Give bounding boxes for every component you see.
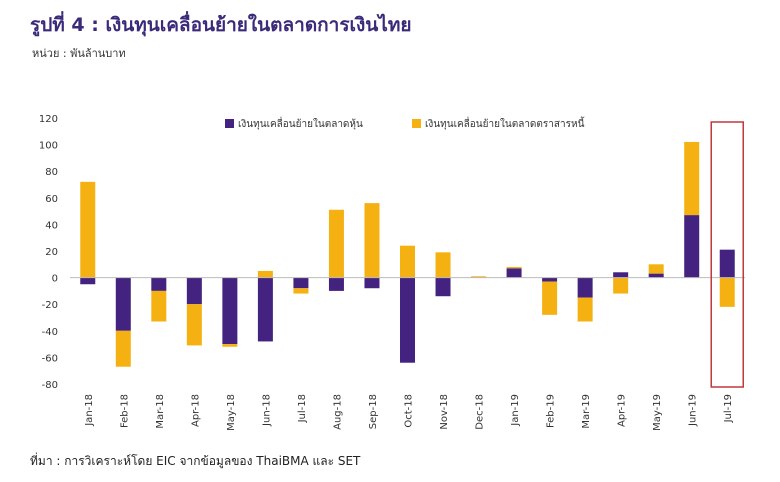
bar-equity-Jun-18 xyxy=(257,277,273,342)
y-tick-label: 80 xyxy=(45,167,58,178)
legend: เงินทุนเคลื่อนย้ายในตลาดหุ้น เงินทุนเคลื… xyxy=(225,116,585,130)
x-tick-label: Jul-18 xyxy=(297,394,308,423)
bar-bond-Sep-18 xyxy=(364,203,380,278)
bars xyxy=(80,141,735,367)
bar-bond-Apr-18 xyxy=(186,304,202,346)
bar-bond-Jun-18 xyxy=(257,270,273,278)
x-tick-label: Apr-19 xyxy=(617,394,628,427)
legend-label-equity: เงินทุนเคลื่อนย้ายในตลาดหุ้น xyxy=(238,116,363,130)
legend-swatch-bond xyxy=(412,119,421,128)
bar-equity-May-18 xyxy=(222,277,238,345)
bar-bond-Jan-19 xyxy=(506,266,522,269)
bar-bond-Jun-19 xyxy=(684,141,700,216)
y-tick-label: -60 xyxy=(42,353,58,364)
bar-bond-Nov-18 xyxy=(435,252,451,278)
source-note: ที่มา : การวิเคราะห์โดย EIC จากข้อมูลของ… xyxy=(30,454,361,468)
x-tick-label: Nov-18 xyxy=(439,394,450,430)
bar-equity-Jul-19 xyxy=(719,249,735,278)
bar-equity-May-19 xyxy=(648,273,664,278)
x-tick-label: Aug-18 xyxy=(332,394,343,430)
legend-swatch-equity xyxy=(225,119,234,128)
y-tick-label: 0 xyxy=(52,274,58,285)
bar-bond-Apr-19 xyxy=(613,277,629,294)
bar-bond-Oct-18 xyxy=(400,245,415,278)
x-tick-label: May-19 xyxy=(652,394,663,431)
bar-bond-Mar-19 xyxy=(577,297,593,322)
unit-label: หน่วย : พันล้านบาท xyxy=(32,47,126,60)
bar-equity-Feb-19 xyxy=(542,277,558,282)
x-tick-label: Jul-19 xyxy=(723,394,734,423)
bar-equity-Mar-18 xyxy=(151,277,167,291)
x-axis-labels: Jan-18 Feb-18 Mar-18 Apr-18 May-18 Jun-18 Jul-… xyxy=(84,394,734,431)
bar-equity-Nov-18 xyxy=(435,277,451,297)
y-axis-labels: 120 100 80 60 40 20 0 -20 -40 -60 -80 xyxy=(39,114,58,391)
y-tick-label: 20 xyxy=(45,247,58,258)
bar-equity-Jan-18 xyxy=(80,277,96,285)
bar-equity-Apr-18 xyxy=(186,277,202,305)
y-tick-label: -80 xyxy=(42,380,58,391)
x-tick-label: Apr-18 xyxy=(190,394,201,427)
y-tick-label: 120 xyxy=(39,114,58,125)
x-tick-label: Mar-19 xyxy=(581,394,592,429)
y-tick-label: 60 xyxy=(45,194,58,205)
legend-label-bond: เงินทุนเคลื่อนย้ายในตลาดตราสารหนี้ xyxy=(425,116,585,130)
chart-title: รูปที่ 4 : เงินทุนเคลื่อนย้ายในตลาดการเง… xyxy=(30,14,412,36)
x-tick-label: Jun-19 xyxy=(688,394,699,427)
y-tick-label: 100 xyxy=(39,141,58,152)
bar-equity-Mar-19 xyxy=(577,277,593,298)
bar-bond-Jan-18 xyxy=(80,181,96,278)
x-tick-label: Jun-18 xyxy=(261,394,272,427)
x-tick-label: Mar-18 xyxy=(155,394,166,429)
bar-bond-Feb-18 xyxy=(115,330,131,367)
y-tick-label: -40 xyxy=(42,327,58,338)
x-tick-label: Sep-18 xyxy=(368,394,379,429)
bar-equity-Jun-19 xyxy=(684,215,700,278)
x-tick-label: Feb-19 xyxy=(546,394,557,428)
bar-bond-Mar-18 xyxy=(151,290,167,322)
x-tick-label: Jan-19 xyxy=(510,394,521,427)
bar-bond-Feb-19 xyxy=(542,281,558,315)
bar-bond-Jul-18 xyxy=(293,288,309,294)
bar-equity-Aug-18 xyxy=(328,277,344,291)
bar-equity-Oct-18 xyxy=(400,277,415,363)
highlight-box xyxy=(710,121,744,388)
bar-equity-Feb-18 xyxy=(115,277,131,331)
bar-bond-Dec-18 xyxy=(471,276,487,278)
bar-equity-Sep-18 xyxy=(364,277,380,289)
bar-bond-Jul-19 xyxy=(719,277,735,307)
y-tick-label: 40 xyxy=(45,220,58,231)
x-tick-label: Dec-18 xyxy=(475,394,486,430)
x-tick-label: May-18 xyxy=(226,394,237,431)
x-tick-label: Jan-18 xyxy=(84,394,95,427)
bar-equity-Jan-19 xyxy=(506,268,522,278)
bar-bond-Aug-18 xyxy=(328,209,344,278)
x-tick-label: Feb-18 xyxy=(119,394,130,428)
x-tick-label: Oct-18 xyxy=(404,394,415,428)
bar-bond-May-19 xyxy=(648,264,664,274)
bar-equity-Jul-18 xyxy=(293,277,309,289)
bar-equity-Apr-19 xyxy=(613,272,629,278)
bar-bond-May-18 xyxy=(222,344,238,347)
y-tick-label: -20 xyxy=(42,300,58,311)
